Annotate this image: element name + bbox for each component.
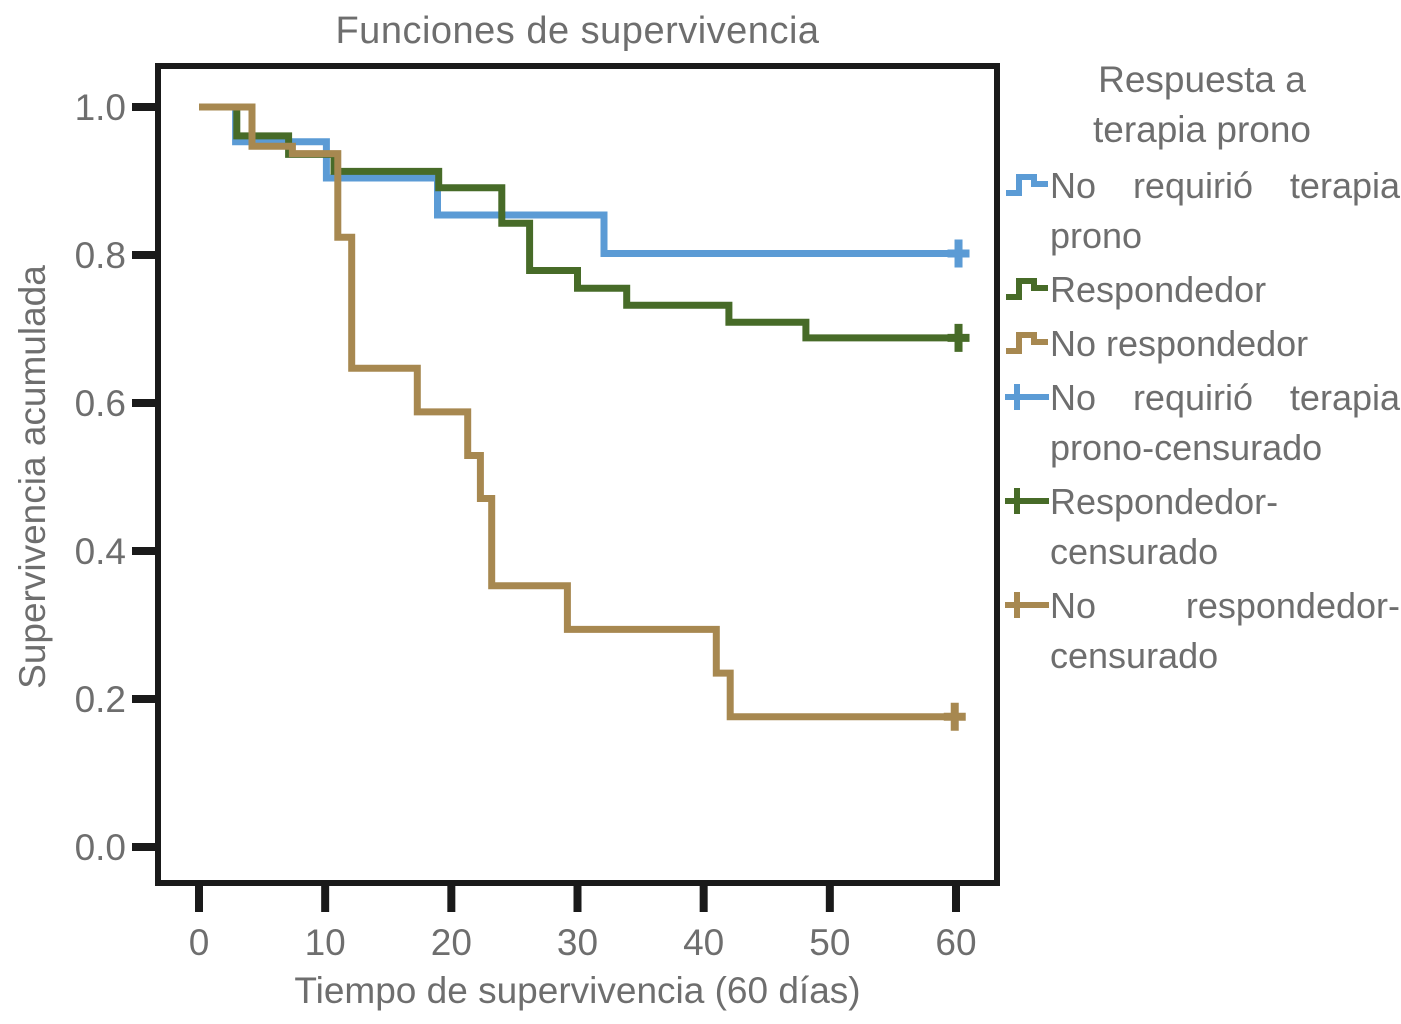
legend-step-line-icon bbox=[1004, 274, 1050, 304]
x-tick-label: 0 bbox=[189, 922, 210, 963]
y-tick-label: 0.6 bbox=[75, 383, 126, 424]
x-tick-label: 20 bbox=[431, 922, 472, 963]
legend-step-line-icon bbox=[1004, 170, 1050, 200]
legend-item: No requirió terapia prono bbox=[1004, 161, 1400, 261]
y-tick-label: 0.8 bbox=[75, 235, 126, 276]
y-axis-title: Supervivencia acumulada bbox=[12, 265, 53, 689]
legend-censored-plus-icon bbox=[1004, 382, 1050, 412]
legend-censored-plus-icon bbox=[1004, 590, 1050, 620]
survival-curve-no-respondedor bbox=[199, 103, 959, 721]
plot-frame bbox=[155, 63, 1000, 886]
legend-item-label: No requirió terapia prono-censurado bbox=[1050, 377, 1400, 468]
legend-item: No requirió terapia prono-censurado bbox=[1004, 373, 1400, 473]
y-tick-label: 0.2 bbox=[75, 679, 126, 720]
x-tick-label: 60 bbox=[935, 922, 976, 963]
y-tick-label: 1.0 bbox=[75, 87, 126, 128]
x-tick-label: 30 bbox=[557, 922, 598, 963]
legend-title: Respuesta a terapia prono bbox=[1092, 59, 1312, 150]
y-tick-label: 0.4 bbox=[75, 531, 126, 572]
x-axis-title: Tiempo de supervivencia (60 días) bbox=[294, 970, 861, 1011]
x-tick-label: 10 bbox=[305, 922, 346, 963]
legend-item: Respondedor-censurado bbox=[1004, 477, 1400, 577]
legend-item: No respondedor-censurado bbox=[1004, 581, 1400, 681]
legend-item-label: Respondedor bbox=[1050, 269, 1267, 310]
x-tick-label: 50 bbox=[809, 922, 850, 963]
chart-title: Funciones de supervivencia bbox=[335, 10, 820, 52]
legend-item: Respondedor bbox=[1004, 265, 1400, 315]
legend-item-label: No respondedor-censurado bbox=[1050, 585, 1400, 676]
legend-item-label: No requirió terapia prono bbox=[1050, 165, 1400, 256]
legend-items: No requirió terapia prono Respondedor No r… bbox=[1004, 161, 1400, 681]
legend: Respuesta a terapia prono No requirió te… bbox=[1004, 55, 1400, 685]
legend-item-label: No respondedor bbox=[1050, 323, 1309, 364]
legend-item-label: Respondedor-censurado bbox=[1050, 481, 1279, 572]
legend-censored-plus-icon bbox=[1004, 486, 1050, 516]
y-tick-label: 0.0 bbox=[75, 827, 126, 868]
x-tick-label: 40 bbox=[683, 922, 724, 963]
legend-step-line-icon bbox=[1004, 328, 1050, 358]
survival-curve-no-requiri-terapia-prono bbox=[199, 103, 960, 257]
legend-item: No respondedor bbox=[1004, 319, 1400, 369]
